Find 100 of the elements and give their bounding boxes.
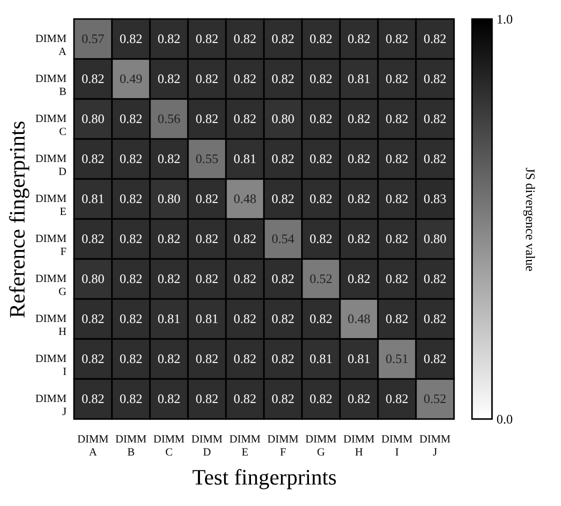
data-label: 0.82: [120, 231, 142, 246]
data-label: 0.82: [196, 191, 218, 206]
x-tick-label: DIMM G: [305, 434, 337, 458]
x-tick-label: DIMM H: [343, 434, 375, 458]
y-tick-label: DIMM J: [35, 393, 68, 418]
data-label: 0.82: [348, 231, 370, 246]
data-label: 0.80: [424, 231, 446, 246]
data-label: 0.82: [158, 31, 180, 46]
data-label: 0.82: [158, 351, 180, 366]
data-label: 0.82: [120, 311, 142, 326]
data-label: 0.82: [196, 111, 218, 126]
data-label: 0.80: [82, 271, 104, 286]
data-label: 0.82: [196, 271, 218, 286]
data-label: 0.82: [234, 351, 256, 366]
data-label: 0.82: [310, 111, 332, 126]
x-tick-label: DIMM I: [381, 434, 413, 458]
data-label: 0.82: [386, 271, 408, 286]
data-label: 0.82: [234, 271, 256, 286]
y-tick-label: DIMM B: [35, 73, 67, 98]
data-label: 0.82: [158, 151, 180, 166]
data-label: 0.81: [348, 351, 370, 366]
data-label: 0.82: [272, 31, 294, 46]
data-label: 0.82: [386, 391, 408, 406]
data-label: 0.82: [82, 231, 104, 246]
data-label: 0.82: [424, 111, 446, 126]
data-label: 0.82: [272, 191, 294, 206]
data-label: 0.82: [120, 151, 142, 166]
color-bar-label: 0.0: [496, 412, 513, 426]
data-label: 0.48: [234, 191, 256, 206]
color-bar-title: JS divergence value: [522, 168, 538, 272]
data-label: 0.82: [158, 231, 180, 246]
data-label: 0.56: [158, 111, 181, 126]
data-label: 0.82: [310, 391, 332, 406]
data-label: 0.81: [234, 151, 256, 166]
data-label: 0.82: [310, 231, 332, 246]
data-label: 0.51: [386, 351, 408, 366]
x-tick-label: DIMM D: [191, 434, 223, 458]
data-label: 0.82: [310, 71, 332, 86]
data-label: 0.82: [424, 351, 446, 366]
data-label: 0.82: [234, 31, 256, 46]
y-tick-label: DIMM H: [35, 313, 67, 338]
data-label: 0.82: [158, 71, 180, 86]
data-label: 0.82: [310, 151, 332, 166]
y-tick-label: DIMM E: [35, 193, 67, 218]
data-label: 0.82: [158, 271, 180, 286]
data-label: 0.82: [82, 391, 104, 406]
data-label: 0.82: [234, 391, 256, 406]
data-label: 0.82: [310, 191, 332, 206]
data-label: 0.82: [348, 111, 370, 126]
y-tick-label: DIMM C: [35, 113, 67, 138]
data-label: 0.82: [424, 311, 446, 326]
x-tick-label: DIMM A: [77, 434, 109, 458]
data-label: 0.82: [120, 351, 142, 366]
data-label: 0.82: [348, 271, 370, 286]
data-label: 0.82: [196, 391, 218, 406]
data-label: 0.81: [158, 311, 180, 326]
data-label: 0.82: [310, 31, 332, 46]
y-axis-title: Reference fingerprints: [4, 120, 30, 318]
data-label: 0.82: [82, 311, 104, 326]
data-label: 0.82: [120, 271, 142, 286]
data-label: 0.82: [196, 351, 218, 366]
x-axis-title: Test fingerprints: [192, 464, 337, 490]
data-label: 0.52: [310, 271, 332, 286]
data-label: 0.82: [424, 71, 446, 86]
data-label: 0.82: [424, 151, 446, 166]
data-label: 0.82: [272, 151, 294, 166]
data-label: 0.82: [348, 151, 370, 166]
data-label: 0.82: [234, 71, 256, 86]
data-label: 0.82: [424, 31, 446, 46]
data-label: 0.82: [158, 391, 180, 406]
data-label: 0.52: [424, 391, 446, 406]
data-label: 0.82: [386, 111, 408, 126]
data-label: 0.82: [272, 271, 294, 286]
data-label: 0.82: [196, 231, 218, 246]
data-label: 0.82: [386, 31, 408, 46]
y-tick-label: DIMM D: [35, 153, 67, 178]
data-label: 0.82: [82, 351, 104, 366]
data-label: 0.80: [82, 111, 104, 126]
data-label: 0.82: [272, 71, 294, 86]
data-label: 0.82: [82, 71, 104, 86]
x-tick-label: DIMM J: [419, 434, 451, 458]
data-label: 0.82: [310, 311, 332, 326]
data-label: 0.82: [234, 111, 256, 126]
data-label: 0.81: [348, 71, 370, 86]
data-label: 0.82: [272, 311, 294, 326]
y-tick-label: DIMM I: [35, 353, 67, 378]
data-label: 0.82: [234, 311, 256, 326]
data-label: 0.82: [272, 351, 294, 366]
data-label: 0.82: [120, 191, 142, 206]
data-label: 0.82: [196, 31, 218, 46]
color-bar-label: 1.0: [496, 12, 513, 26]
data-label: 0.82: [386, 231, 408, 246]
x-tick-label: DIMM F: [267, 434, 299, 458]
data-label: 0.82: [348, 191, 370, 206]
data-label: 0.82: [120, 391, 142, 406]
y-tick-label: DIMM A: [35, 33, 67, 58]
y-tick-label: DIMM F: [35, 233, 67, 258]
data-label: 0.82: [386, 151, 408, 166]
data-label: 0.81: [310, 351, 332, 366]
data-label: 0.82: [196, 71, 218, 86]
